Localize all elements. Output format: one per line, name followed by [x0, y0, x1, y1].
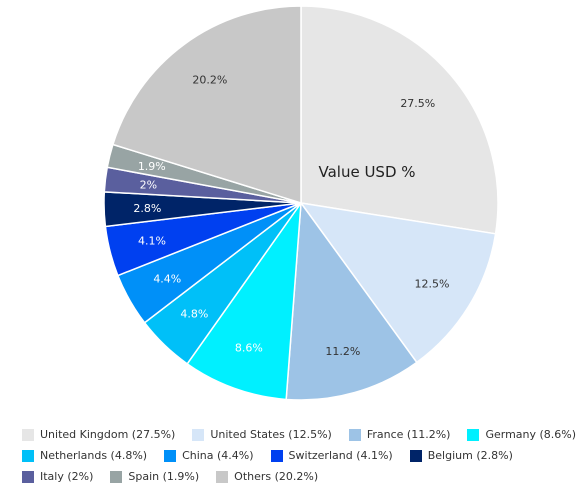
- legend-label: Spain (1.9%): [128, 470, 200, 483]
- legend-label: Italy (2%): [40, 470, 94, 483]
- legend-swatch: [467, 428, 480, 441]
- legend-label: Switzerland (4.1%): [288, 449, 393, 462]
- legend-item-switzerland: Switzerland (4.1%): [270, 449, 393, 462]
- legend-swatch: [348, 428, 361, 441]
- slice-label-italy: 2%: [140, 179, 157, 192]
- legend-swatch: [22, 428, 34, 441]
- legend-swatch: [110, 470, 123, 483]
- legend-item-united-kingdom: United Kingdom (27.5%): [22, 428, 175, 441]
- legend-row: United Kingdom (27.5%) United States (12.…: [22, 424, 582, 445]
- legend-label: Germany (8.6%): [485, 428, 577, 441]
- legend-swatch: [22, 449, 34, 462]
- legend-item-united-states: United States (12.5%): [192, 428, 332, 441]
- legend-swatch: [216, 470, 229, 483]
- pie-slice-united-kingdom: [300, 5, 499, 235]
- legend-label: United Kingdom (27.5%): [40, 428, 176, 441]
- legend-item-netherlands: Netherlands (4.8%): [22, 449, 147, 462]
- slice-label-china: 4.4%: [153, 273, 181, 286]
- legend-row: Italy (2%) Spain (1.9%) Others (20.2%): [22, 466, 582, 487]
- slice-label-belgium: 2.8%: [133, 202, 161, 215]
- chart-legend: United Kingdom (27.5%) United States (12.…: [22, 424, 582, 487]
- slice-label-switzerland: 4.1%: [138, 235, 166, 248]
- legend-item-others: Others (20.2%): [216, 470, 318, 483]
- slice-label-france: 11.2%: [325, 345, 360, 358]
- chart-title: Value USD %: [318, 163, 415, 181]
- legend-item-italy: Italy (2%): [22, 470, 93, 483]
- pie-slice-germany: [186, 200, 302, 401]
- legend-swatch: [164, 449, 177, 462]
- pie-slice-labels: 27.5% 12.5% 11.2% 8.6% 4.8% 4.4% 4.1% 2.8% 2% 1.9…: [133, 73, 450, 358]
- slice-label-netherlands: 4.8%: [180, 308, 208, 321]
- pie-slice-united-states: [299, 201, 497, 364]
- pie-chart: 27.5% 12.5% 11.2% 8.6% 4.8% 4.4% 4.1% 2.8% 2% 1.9…: [103, 5, 499, 401]
- legend-label: United States (12.5%): [210, 428, 332, 441]
- legend-label: Belgium (2.8%): [427, 449, 513, 462]
- slice-label-united-kingdom: 27.5%: [400, 97, 435, 110]
- legend-label: Netherlands (4.8%): [40, 449, 148, 462]
- pie-slices: [103, 5, 499, 401]
- legend-item-france: France (11.2%): [348, 428, 451, 441]
- pie-slice-france: [285, 200, 418, 401]
- slice-label-united-states: 12.5%: [415, 277, 450, 290]
- legend-label: Others (20.2%): [234, 470, 319, 483]
- legend-label: China (4.4%): [182, 449, 254, 462]
- pie-slice-others: [111, 5, 302, 205]
- legend-item-china: China (4.4%): [164, 449, 254, 462]
- legend-swatch: [270, 449, 283, 462]
- legend-swatch: [22, 470, 34, 483]
- legend-swatch: [409, 449, 422, 462]
- legend-row: Netherlands (4.8%) China (4.4%) Switzerlan…: [22, 445, 582, 466]
- legend-swatch: [192, 428, 205, 441]
- legend-item-spain: Spain (1.9%): [110, 470, 199, 483]
- slice-label-spain: 1.9%: [138, 160, 166, 173]
- slice-label-others: 20.2%: [192, 73, 227, 86]
- legend-item-germany: Germany (8.6%): [467, 428, 576, 441]
- slice-label-germany: 8.6%: [235, 342, 263, 355]
- legend-label: France (11.2%): [366, 428, 451, 441]
- legend-item-belgium: Belgium (2.8%): [409, 449, 513, 462]
